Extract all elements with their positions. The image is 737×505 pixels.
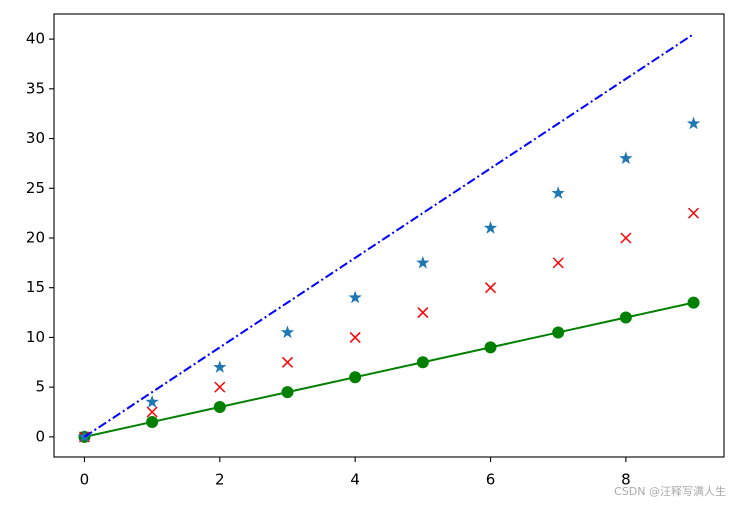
marker <box>145 395 159 408</box>
series <box>77 116 701 443</box>
marker <box>213 360 227 373</box>
marker <box>348 290 362 304</box>
series-line <box>84 301 694 438</box>
marker <box>417 307 429 319</box>
x-tick-label: 8 <box>621 471 631 489</box>
marker <box>484 282 497 294</box>
y-tick-label: 0 <box>35 427 45 445</box>
y-tick-label: 30 <box>26 129 45 147</box>
y-tick-label: 40 <box>26 30 45 48</box>
series <box>83 33 695 438</box>
marker <box>484 341 497 354</box>
marker <box>281 356 294 368</box>
series <box>78 296 700 443</box>
marker <box>620 232 632 244</box>
marker <box>687 296 700 309</box>
x-tick-label: 6 <box>486 471 496 489</box>
marker <box>551 186 565 199</box>
y-tick-label: 5 <box>35 378 45 396</box>
marker <box>146 406 158 418</box>
marker <box>686 116 701 130</box>
plot-frame <box>53 13 725 458</box>
y-tick-label: 35 <box>26 79 45 97</box>
watermark: CSDN @汪释写满人生 <box>614 484 726 498</box>
marker <box>349 371 362 384</box>
series <box>78 207 700 443</box>
y-tick-label: 10 <box>26 328 45 346</box>
marker <box>688 207 700 219</box>
marker <box>619 151 633 165</box>
marker <box>619 311 632 324</box>
marker <box>146 415 159 428</box>
y-tick-label: 20 <box>26 228 45 246</box>
marker <box>281 386 294 399</box>
x-tick-label: 2 <box>215 471 225 489</box>
marker <box>214 381 226 393</box>
marker <box>349 331 361 343</box>
marker <box>416 255 430 269</box>
series-line <box>83 33 695 438</box>
x-tick-label: 4 <box>350 471 360 489</box>
y-tick-label: 25 <box>26 179 45 197</box>
y-tick-label: 15 <box>26 278 45 296</box>
x-tick-label: 0 <box>80 471 90 489</box>
marker <box>552 257 564 269</box>
marker <box>483 221 498 234</box>
marker <box>213 401 226 414</box>
marker <box>280 325 295 339</box>
marker <box>552 326 565 339</box>
marker <box>416 356 429 369</box>
